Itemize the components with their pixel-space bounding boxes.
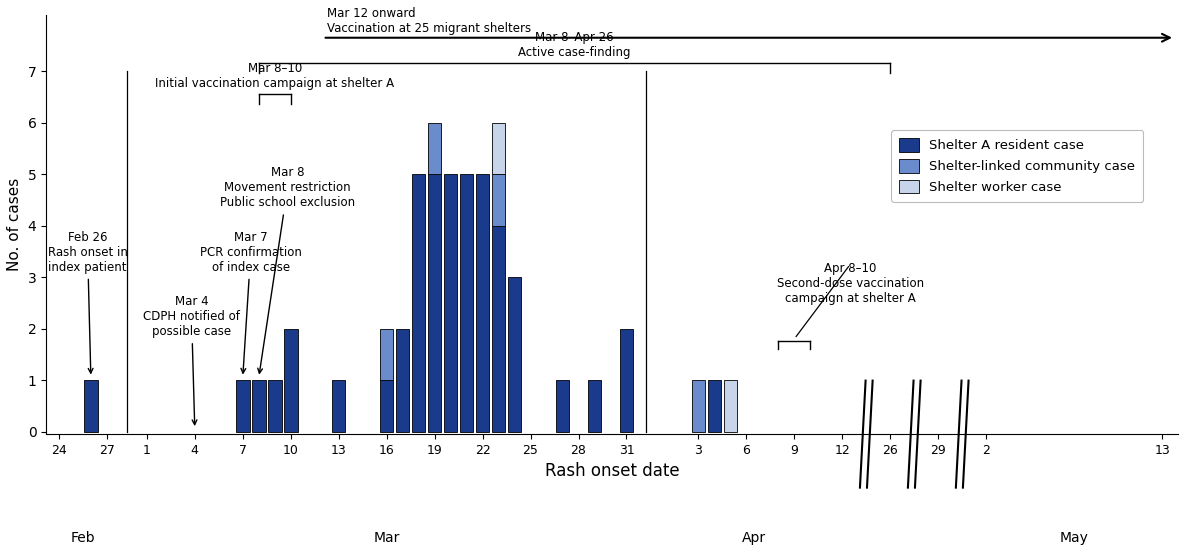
Bar xyxy=(332,380,346,431)
Bar xyxy=(84,380,97,431)
Bar xyxy=(252,380,265,431)
Bar xyxy=(428,123,441,174)
Text: Mar 8–10
Initial vaccination campaign at shelter A: Mar 8–10 Initial vaccination campaign at… xyxy=(155,62,395,90)
Bar xyxy=(556,380,569,431)
Bar xyxy=(284,328,297,431)
Bar xyxy=(588,380,601,431)
Y-axis label: No. of cases: No. of cases xyxy=(7,178,23,271)
Bar xyxy=(460,174,473,431)
Bar xyxy=(444,174,457,431)
X-axis label: Rash onset date: Rash onset date xyxy=(545,462,679,481)
Bar xyxy=(692,380,705,431)
Bar xyxy=(428,174,441,431)
Bar xyxy=(380,380,393,431)
Text: Feb: Feb xyxy=(71,531,95,545)
Bar xyxy=(380,328,393,380)
Bar xyxy=(236,380,250,431)
Text: Mar 8–Apr 26
Active case-finding: Mar 8–Apr 26 Active case-finding xyxy=(518,32,630,59)
Bar xyxy=(396,328,410,431)
Text: Apr: Apr xyxy=(742,531,767,545)
Bar xyxy=(507,277,521,431)
Legend: Shelter A resident case, Shelter-linked community case, Shelter worker case: Shelter A resident case, Shelter-linked … xyxy=(891,131,1144,202)
Text: Mar 12 onward
Vaccination at 25 migrant shelters: Mar 12 onward Vaccination at 25 migrant … xyxy=(327,7,532,35)
Text: May: May xyxy=(1059,531,1089,545)
Bar xyxy=(492,174,505,226)
Text: Mar 4
CDPH notified of
possible case: Mar 4 CDPH notified of possible case xyxy=(143,295,241,425)
Bar xyxy=(724,380,737,431)
Text: Apr 8–10
Second-dose vaccination
campaign at shelter A: Apr 8–10 Second-dose vaccination campaig… xyxy=(776,262,924,305)
Text: Feb 26
Rash onset in
index patient: Feb 26 Rash onset in index patient xyxy=(47,231,128,373)
Bar xyxy=(492,123,505,174)
Text: Mar: Mar xyxy=(373,531,399,545)
Text: Mar 8
Movement restriction
Public school exclusion: Mar 8 Movement restriction Public school… xyxy=(220,166,356,373)
Bar xyxy=(620,328,633,431)
Text: Mar 7
PCR confirmation
of index case: Mar 7 PCR confirmation of index case xyxy=(200,231,302,373)
Bar xyxy=(412,174,425,431)
Bar xyxy=(492,226,505,431)
Bar xyxy=(268,380,282,431)
Bar xyxy=(476,174,489,431)
Bar xyxy=(707,380,722,431)
